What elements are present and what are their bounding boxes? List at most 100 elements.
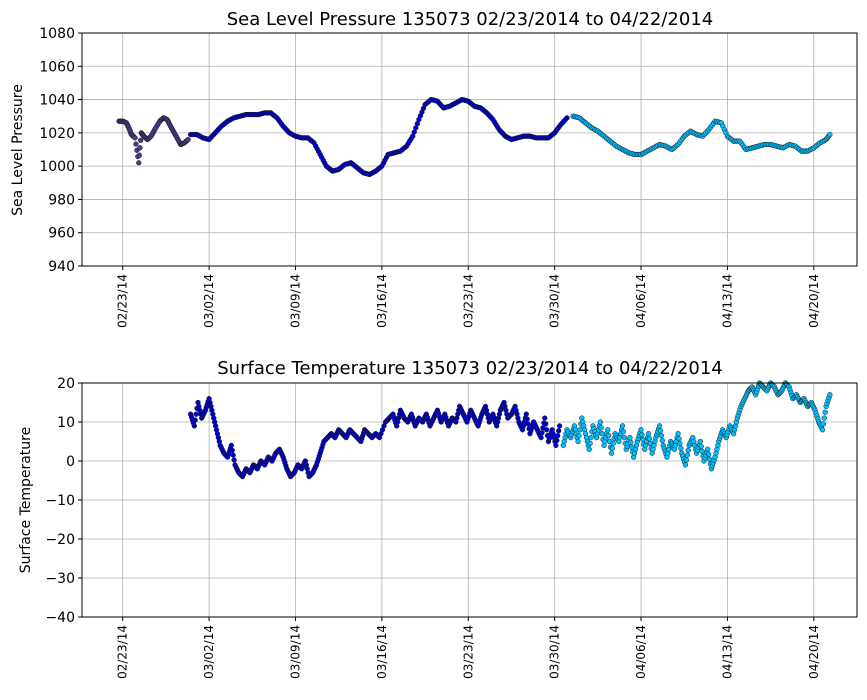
pressure-data-point-early — [136, 160, 142, 166]
temperature-data-point-late — [698, 443, 704, 450]
temperature-data-point-main — [543, 427, 550, 433]
temperature-plot-frame — [81, 382, 858, 618]
pressure-data-point-early — [132, 135, 138, 141]
temperature-data-point-late — [656, 423, 663, 429]
temperature-data-point-late — [705, 451, 712, 457]
temperature-data-point-late — [576, 433, 582, 439]
pressure-data-point-main — [564, 115, 570, 121]
temperature-data-point-late — [685, 447, 691, 453]
temperature-data-point-late — [627, 434, 633, 441]
temperature-data-point-late — [827, 392, 833, 398]
temperature-y-tick-label: −40 — [45, 610, 75, 626]
temperature-data-point-late — [577, 427, 583, 433]
temperature-data-point-late — [699, 448, 705, 454]
temperature-data-point-late — [621, 434, 628, 441]
pressure-x-tick-label: 03/23/14 — [461, 274, 475, 328]
pressure-chart-title: Sea Level Pressure 135073 02/23/2014 to … — [227, 9, 714, 30]
temperature-data-point-late — [598, 425, 604, 431]
pressure-chart: Sea Level Pressure 135073 02/23/2014 to … — [10, 9, 858, 328]
temperature-data-point-late — [620, 429, 627, 435]
temperature-data-point-main — [228, 442, 234, 449]
pressure-data-point-early — [185, 136, 191, 143]
temperature-data-point-late — [575, 438, 581, 445]
temperature-data-point-late — [684, 452, 690, 458]
pressure-data-point-early — [136, 152, 143, 158]
temperature-data-point-late — [646, 435, 653, 442]
pressure-x-tick-label: 03/30/14 — [548, 274, 562, 328]
temperature-data-point-late — [587, 440, 593, 447]
pressure-data-point-early — [137, 137, 144, 143]
temperature-data-point-late — [609, 445, 615, 451]
temperature-y-tick-label: −20 — [45, 532, 75, 548]
temperature-x-tick-label: 02/23/14 — [116, 625, 130, 679]
temperature-data-point-late — [657, 428, 664, 434]
temperature-data-point-main — [231, 457, 237, 463]
pressure-y-tick-label: 1080 — [39, 26, 75, 42]
pressure-x-tick-label: 03/16/14 — [375, 274, 389, 328]
pressure-points — [116, 96, 833, 178]
temperature-data-point-late — [659, 437, 665, 444]
temperature-x-tick-label: 03/02/14 — [202, 625, 216, 679]
temperature-x-tick-label: 04/13/14 — [720, 625, 734, 679]
temperature-x-tick-label: 03/23/14 — [461, 625, 475, 679]
temperature-points — [187, 380, 833, 480]
pressure-y-tick-label: 1000 — [39, 159, 75, 175]
temperature-data-point-late — [819, 427, 826, 433]
pressure-y-tick-label: 940 — [48, 259, 75, 275]
temperature-data-point-late — [705, 446, 711, 452]
temperature-chart-title: Surface Temperature 135073 02/23/2014 to… — [217, 358, 722, 379]
pressure-x-ticks: 02/23/14 03/02/14 03/09/14 03/16/14 03/23/14… — [116, 266, 821, 328]
temperature-data-point-late — [677, 440, 683, 447]
pressure-y-tick-label: 1040 — [39, 93, 75, 109]
temperature-data-point-main — [191, 423, 197, 429]
temperature-data-point-late — [605, 427, 611, 433]
temperature-data-point-late — [683, 457, 690, 463]
pressure-x-tick-label: 03/02/14 — [202, 274, 216, 328]
pressure-x-tick-label: 02/23/14 — [116, 274, 130, 328]
temperature-data-point-late — [820, 421, 827, 427]
temperature-data-point-main — [229, 447, 235, 453]
temperature-data-point-main — [525, 421, 531, 427]
pressure-y-axis-label: Sea Level Pressure — [10, 84, 26, 216]
pressure-y-tick-label: 1060 — [39, 59, 75, 75]
pressure-data-point-late — [827, 131, 833, 138]
pressure-plot-frame — [81, 32, 858, 267]
temperature-data-point-main — [556, 423, 563, 429]
pressure-x-tick-label: 04/13/14 — [720, 274, 734, 328]
pressure-y-ticks: 940 960 980 1000 1020 1040 1060 1080 — [39, 26, 82, 275]
temperature-x-tick-label: 03/09/14 — [288, 625, 302, 679]
temperature-data-point-main — [538, 434, 544, 441]
temperature-data-point-late — [588, 434, 594, 441]
temperature-data-point-main — [556, 428, 562, 434]
temperature-data-point-late — [645, 431, 652, 437]
temperature-chart: Surface Temperature 135073 02/23/2014 to… — [18, 358, 858, 679]
temperature-data-point-main — [553, 442, 559, 449]
temperature-data-point-late — [628, 439, 634, 446]
temperature-y-tick-label: 20 — [57, 376, 75, 392]
temperature-data-point-main — [542, 415, 548, 421]
pressure-y-tick-label: 980 — [48, 192, 75, 208]
temperature-y-tick-label: −30 — [45, 571, 75, 587]
temperature-x-tick-label: 04/20/14 — [807, 625, 821, 679]
temperature-data-point-late — [608, 450, 615, 456]
temperature-data-point-main — [543, 421, 549, 427]
temperature-data-point-late — [639, 432, 645, 438]
temperature-data-point-late — [586, 446, 592, 452]
temperature-data-point-late — [638, 427, 644, 433]
pressure-grid — [82, 32, 857, 267]
temperature-x-tick-label: 04/06/14 — [634, 625, 648, 679]
temperature-data-point-late — [697, 438, 703, 445]
pressure-x-tick-label: 04/06/14 — [634, 274, 648, 328]
temperature-data-point-main — [555, 433, 561, 439]
temperature-y-axis-label: Surface Temperature — [18, 427, 34, 573]
temperature-data-point-late — [605, 433, 612, 439]
pressure-data-point-early — [137, 145, 143, 151]
temperature-data-point-late — [610, 440, 616, 447]
temperature-data-point-late — [706, 456, 713, 462]
temperature-y-tick-label: −10 — [45, 493, 75, 509]
temperature-data-point-main — [230, 452, 236, 458]
temperature-data-point-late — [821, 415, 827, 421]
temperature-data-point-late — [822, 409, 828, 415]
temperature-y-ticks: −40 −30 −20 −10 0 10 20 — [45, 376, 82, 626]
temperature-x-tick-label: 03/30/14 — [548, 625, 562, 679]
